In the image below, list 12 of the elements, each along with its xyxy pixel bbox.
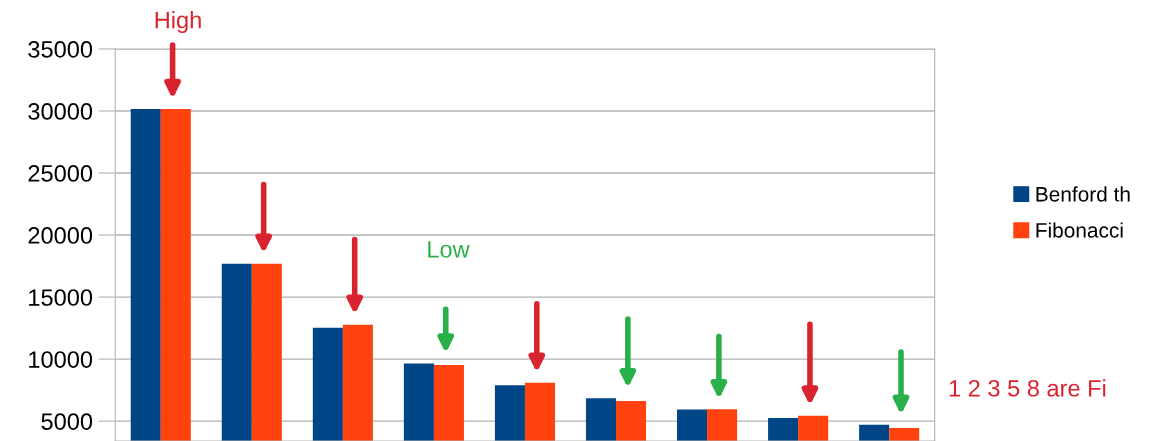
annotation: Low — [428, 241, 470, 258]
text: High — [155, 11, 201, 34]
legend-label: Benford th — [1036, 186, 1130, 202]
y-tick-label: 5000 — [41, 413, 93, 430]
y-tick-label: 20000 — [28, 227, 93, 244]
y-tick-label: 15000 — [29, 289, 93, 306]
text: 1 2 3 5 8 are Fi — [949, 379, 1106, 397]
y-tick-label: 35000 — [28, 41, 93, 58]
y-tick-label: 30000 — [28, 103, 93, 120]
legend-label: Fibonacci — [1036, 222, 1123, 238]
y-tick-label: 10000 — [29, 351, 93, 368]
y-tick-label: 25000 — [28, 165, 93, 182]
